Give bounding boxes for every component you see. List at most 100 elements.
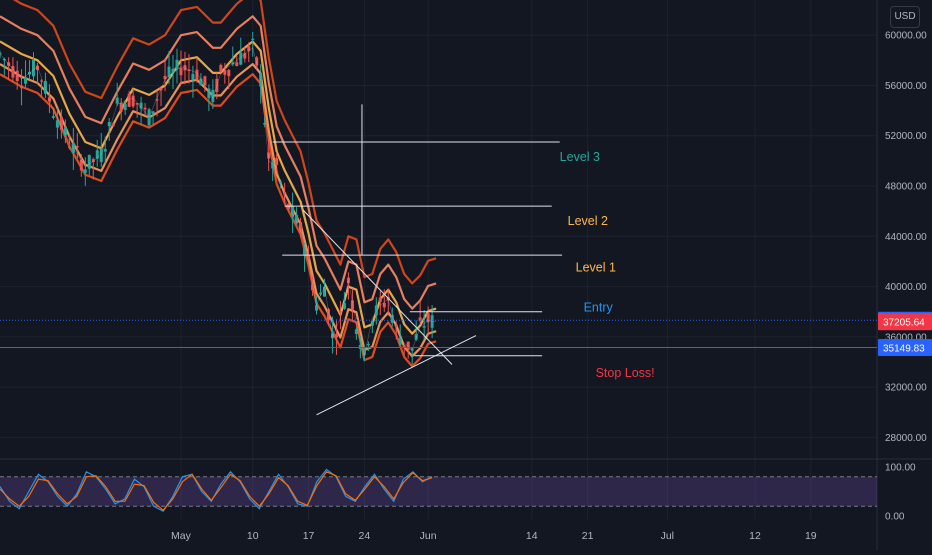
time-tick-label: 19 xyxy=(805,530,817,542)
ma-ribbon-line-0 xyxy=(0,40,437,335)
candle-body xyxy=(123,104,127,110)
time-tick-label: 24 xyxy=(359,530,371,542)
candle-body xyxy=(163,75,167,80)
candle-body xyxy=(398,337,402,345)
candle-body xyxy=(430,315,434,328)
candle-body xyxy=(295,214,299,224)
candle-body xyxy=(135,103,139,105)
candle-body xyxy=(103,148,107,152)
annotation-stop-loss: Stop Loss! xyxy=(596,366,655,380)
price-label-badge: 35149.83 xyxy=(878,339,932,357)
candle-body xyxy=(0,52,2,55)
candle-body xyxy=(95,150,99,159)
candle-body xyxy=(303,248,307,255)
candle-body xyxy=(251,38,255,40)
candle-body xyxy=(87,154,91,169)
candle-body xyxy=(378,297,382,302)
candle-body xyxy=(51,116,55,118)
candle-body xyxy=(63,127,67,136)
annotation-level-1: Level 1 xyxy=(576,260,616,274)
candle-body xyxy=(426,313,430,323)
candle-body xyxy=(167,66,171,77)
price-tick-label: 36000.00 xyxy=(885,332,927,343)
time-tick-label: 10 xyxy=(247,530,259,542)
candle-body xyxy=(175,59,179,69)
price-label-bg xyxy=(878,313,932,331)
candle-body xyxy=(43,80,47,94)
candle-body xyxy=(227,70,231,77)
candle-body xyxy=(410,348,414,351)
candle-body xyxy=(71,142,75,153)
candle-body xyxy=(223,70,227,75)
drawing-line-7[interactable] xyxy=(316,335,477,416)
ma-ribbon-line-1 xyxy=(0,62,437,358)
candle-body xyxy=(39,80,43,82)
candle-body xyxy=(418,317,422,321)
candle-body xyxy=(402,345,406,348)
price-line xyxy=(0,47,437,356)
candle-body xyxy=(247,46,251,52)
time-tick-label: Jul xyxy=(661,530,674,542)
candle-body xyxy=(239,52,243,65)
candle-body xyxy=(35,65,39,71)
candle-body xyxy=(366,344,370,346)
candle-body xyxy=(199,78,203,86)
candle-body xyxy=(59,117,63,130)
candle-body xyxy=(382,302,386,308)
candle-body xyxy=(422,325,426,328)
candle-body xyxy=(370,321,374,326)
price-tick-label: 60000.00 xyxy=(885,31,927,42)
candle-body xyxy=(390,314,394,323)
candle-body xyxy=(20,85,24,89)
time-tick-label: Jun xyxy=(420,530,437,542)
candle-body xyxy=(271,162,275,169)
candle-body xyxy=(338,310,342,313)
candle-body xyxy=(159,88,163,91)
candle-body xyxy=(311,284,315,291)
candle-body xyxy=(275,157,279,165)
candle-body xyxy=(2,58,6,61)
time-tick-label: 14 xyxy=(526,530,538,542)
price-tick-label: 40000.00 xyxy=(885,282,927,293)
candle-body xyxy=(326,309,330,320)
candle-body xyxy=(235,62,239,66)
price-tick-label: 44000.00 xyxy=(885,232,927,243)
annotation-level-3: Level 3 xyxy=(560,150,600,164)
candle-body xyxy=(27,71,31,75)
time-tick-label: 17 xyxy=(303,530,315,542)
candle-body xyxy=(107,122,111,127)
candle-body xyxy=(231,62,235,65)
candle-body xyxy=(47,97,51,102)
candle-body xyxy=(171,68,175,73)
price-tick-label: 48000.00 xyxy=(885,182,927,193)
price-label-bg xyxy=(878,339,932,357)
candle-body xyxy=(414,334,418,340)
candle-body xyxy=(183,65,187,71)
candle-body xyxy=(374,305,378,316)
candle-body xyxy=(195,69,199,80)
ma-ribbon-line-2 xyxy=(0,15,437,310)
price-label-text: 35149.83 xyxy=(883,344,925,355)
oscillator-tick-label: 100.00 xyxy=(885,462,916,473)
candle-body xyxy=(7,62,11,66)
candle-body xyxy=(211,89,215,102)
candle-body xyxy=(283,192,287,194)
candle-body xyxy=(342,302,346,309)
candle-body xyxy=(79,159,83,171)
oscillator-band xyxy=(0,476,877,507)
price-tick-label: 52000.00 xyxy=(885,131,927,142)
drawing-line-6[interactable] xyxy=(302,209,453,365)
candle-body xyxy=(354,329,358,335)
candle-body xyxy=(394,324,398,327)
candle-body xyxy=(119,102,123,112)
annotation-entry: Entry xyxy=(584,301,614,315)
price-tick-label: 28000.00 xyxy=(885,433,927,444)
candle-body xyxy=(67,146,71,148)
candle-body xyxy=(111,123,115,127)
candle-body xyxy=(127,93,131,107)
currency-badge[interactable]: USD xyxy=(890,6,920,28)
candle-body xyxy=(151,111,155,114)
oscillator-tick-label: 0.00 xyxy=(885,512,905,523)
